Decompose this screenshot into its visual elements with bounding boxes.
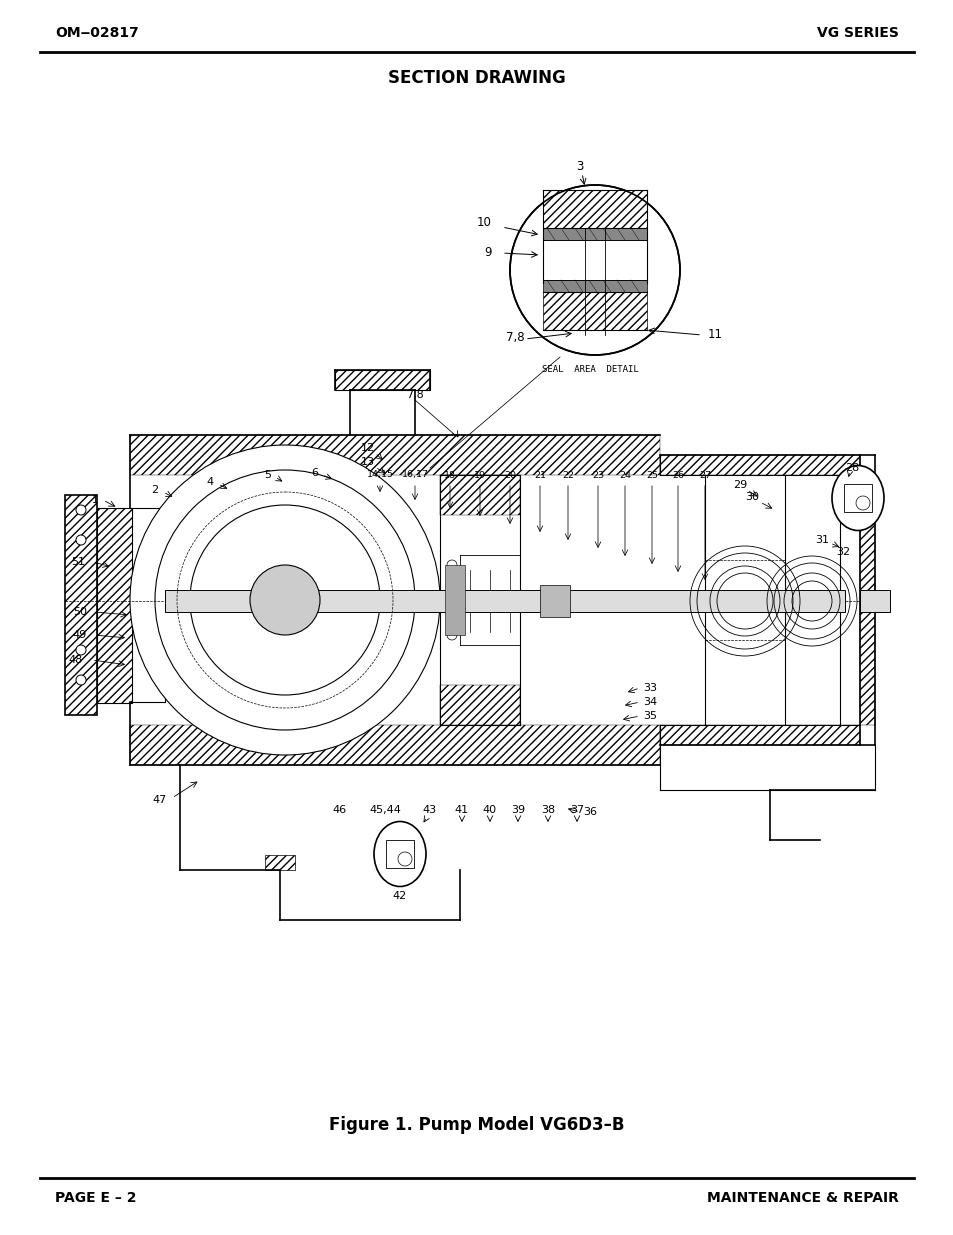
Bar: [542, 190, 646, 228]
Text: 28: 28: [844, 463, 859, 473]
Bar: [130, 435, 659, 475]
Text: 26: 26: [671, 471, 683, 479]
Text: 27: 27: [699, 471, 710, 479]
Text: 22: 22: [561, 471, 574, 479]
Text: PAGE E – 2: PAGE E – 2: [55, 1191, 136, 1205]
Text: 29: 29: [732, 480, 746, 490]
Text: 35: 35: [642, 711, 657, 721]
Bar: [542, 291, 646, 330]
Text: 2: 2: [152, 485, 158, 495]
Bar: [542, 228, 646, 240]
Bar: [843, 484, 871, 513]
Text: 9: 9: [484, 247, 492, 259]
Text: 12: 12: [360, 443, 375, 453]
Text: 32: 32: [835, 547, 849, 557]
Text: 1: 1: [91, 495, 98, 505]
Bar: [859, 475, 874, 725]
Text: 21: 21: [534, 471, 545, 479]
Text: 37: 37: [569, 805, 583, 815]
Text: SECTION DRAWING: SECTION DRAWING: [388, 69, 565, 86]
Text: 24: 24: [618, 471, 630, 479]
Text: 41: 41: [455, 805, 469, 815]
Bar: [97, 508, 132, 703]
Text: 5: 5: [264, 471, 272, 480]
Text: 6: 6: [312, 468, 318, 478]
Text: 42: 42: [393, 890, 407, 902]
Circle shape: [76, 505, 86, 515]
Circle shape: [250, 564, 319, 635]
Text: 31: 31: [814, 535, 828, 545]
Bar: [265, 855, 294, 869]
Text: OM‒02817: OM‒02817: [55, 26, 138, 40]
Text: SEAL  AREA  DETAIL: SEAL AREA DETAIL: [541, 366, 638, 374]
Bar: [659, 454, 859, 475]
Text: 7,8: 7,8: [406, 390, 423, 400]
Circle shape: [76, 535, 86, 545]
Bar: [65, 495, 97, 715]
Text: 18: 18: [443, 471, 456, 479]
Text: 50: 50: [73, 606, 87, 618]
Text: 48: 48: [69, 655, 83, 664]
Text: 4: 4: [206, 477, 213, 487]
Text: 14,15: 14,15: [366, 471, 393, 479]
Text: 33: 33: [642, 683, 657, 693]
Circle shape: [510, 185, 679, 354]
Text: 36: 36: [582, 806, 597, 818]
Circle shape: [190, 505, 379, 695]
Text: 10: 10: [476, 216, 492, 230]
Bar: [439, 475, 519, 515]
Text: 7,8: 7,8: [505, 331, 524, 343]
Ellipse shape: [831, 466, 883, 531]
Bar: [659, 725, 859, 745]
Text: 20: 20: [503, 471, 516, 479]
Text: 19: 19: [474, 471, 485, 479]
Bar: [859, 590, 889, 613]
Circle shape: [130, 445, 439, 755]
Text: VG SERIES: VG SERIES: [817, 26, 898, 40]
Text: Figure 1. Pump Model VG6D3–B: Figure 1. Pump Model VG6D3–B: [329, 1116, 624, 1134]
Text: 11: 11: [707, 329, 722, 342]
Bar: [165, 590, 844, 613]
Text: 30: 30: [744, 492, 759, 501]
Text: 34: 34: [642, 697, 657, 706]
Text: 13: 13: [360, 457, 375, 467]
Bar: [130, 725, 659, 764]
Text: 38: 38: [540, 805, 555, 815]
Circle shape: [76, 676, 86, 685]
Bar: [335, 370, 430, 390]
Bar: [542, 280, 646, 291]
Text: 23: 23: [591, 471, 603, 479]
Bar: [386, 840, 414, 868]
Text: 40: 40: [482, 805, 497, 815]
Bar: [439, 685, 519, 725]
Bar: [444, 564, 464, 635]
Ellipse shape: [374, 821, 426, 887]
Text: 3: 3: [576, 161, 583, 173]
Text: 25: 25: [645, 471, 658, 479]
Text: MAINTENANCE & REPAIR: MAINTENANCE & REPAIR: [706, 1191, 898, 1205]
Text: 51: 51: [71, 557, 85, 567]
Text: 43: 43: [422, 805, 436, 815]
Text: 39: 39: [511, 805, 524, 815]
Text: 49: 49: [72, 630, 87, 640]
Text: 16,17: 16,17: [401, 471, 428, 479]
Bar: [539, 585, 569, 618]
Circle shape: [76, 645, 86, 655]
Text: 45,44: 45,44: [369, 805, 400, 815]
Text: 47: 47: [152, 795, 167, 805]
Text: 46: 46: [333, 805, 347, 815]
